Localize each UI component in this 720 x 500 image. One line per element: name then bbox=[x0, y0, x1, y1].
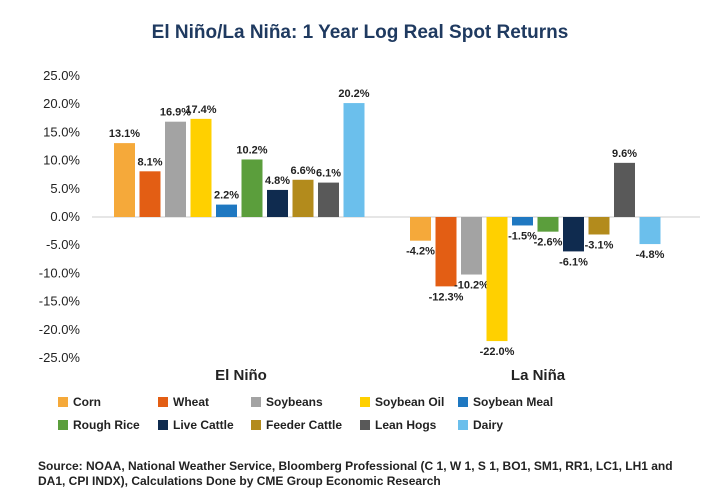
data-label: 10.2% bbox=[236, 144, 267, 156]
data-label: -3.1% bbox=[585, 239, 614, 251]
legend-swatch bbox=[58, 397, 68, 407]
legend-label: Soybean Oil bbox=[375, 395, 445, 409]
y-tick-label: 25.0% bbox=[43, 68, 80, 83]
y-tick-label: 5.0% bbox=[50, 181, 80, 196]
y-tick-label: 0.0% bbox=[50, 209, 80, 224]
bar-live-cattle bbox=[267, 189, 288, 217]
legend-swatch bbox=[158, 420, 168, 430]
legend-item: Corn bbox=[58, 395, 101, 409]
bar-live-cattle bbox=[563, 217, 584, 252]
y-tick-label: -10.0% bbox=[39, 265, 81, 280]
legend-label: Feeder Cattle bbox=[266, 418, 343, 432]
bar-corn bbox=[114, 143, 135, 217]
data-label: -12.3% bbox=[429, 291, 464, 303]
legend-swatch bbox=[251, 420, 261, 430]
data-label: 8.1% bbox=[137, 156, 162, 168]
data-label: 13.1% bbox=[109, 128, 140, 140]
bar-wheat bbox=[435, 217, 457, 287]
data-label: -10.2% bbox=[454, 280, 489, 292]
legend-label: Live Cattle bbox=[173, 418, 234, 432]
data-label: 6.1% bbox=[316, 168, 341, 180]
data-label: 17.4% bbox=[185, 104, 216, 116]
bar-chart: 25.0% 20.0% 15.0% 10.0% 5.0% 0.0% -5.0% -10.0% -… bbox=[39, 68, 700, 384]
legend-swatch bbox=[360, 397, 370, 407]
data-label: 6.6% bbox=[290, 165, 315, 177]
y-tick-label: -15.0% bbox=[39, 294, 81, 309]
bar-soybeans bbox=[461, 217, 482, 275]
legend-item: Rough Rice bbox=[58, 418, 140, 432]
x-category-label: El Niño bbox=[215, 367, 267, 384]
y-tick-label: 20.0% bbox=[43, 96, 80, 111]
chart-title: El Niño/La Niña: 1 Year Log Real Spot Re… bbox=[151, 22, 569, 43]
legend-swatch bbox=[158, 397, 168, 407]
data-label: -22.0% bbox=[480, 346, 515, 358]
legend-swatch bbox=[360, 420, 370, 430]
bar-wheat bbox=[139, 171, 161, 217]
y-tick-label: -20.0% bbox=[39, 322, 81, 337]
legend-item: Lean Hogs bbox=[360, 418, 436, 432]
bar-lean-hogs bbox=[614, 162, 635, 217]
legend-label: Rough Rice bbox=[73, 418, 140, 432]
bar-soybean-oil bbox=[190, 118, 212, 217]
legend-label: Soybean Meal bbox=[473, 395, 554, 409]
data-label: -4.8% bbox=[636, 249, 665, 261]
bar-feeder-cattle bbox=[588, 217, 610, 235]
legend-item: Soybean Oil bbox=[360, 395, 444, 409]
legend-item: Feeder Cattle bbox=[251, 418, 342, 432]
legend-item: Wheat bbox=[158, 395, 209, 409]
bar-dairy bbox=[343, 103, 365, 217]
data-label: -2.6% bbox=[534, 237, 563, 249]
data-label: 4.8% bbox=[265, 175, 290, 187]
legend-label: Dairy bbox=[473, 418, 504, 432]
legend-label: Soybeans bbox=[266, 395, 323, 409]
bar-soybeans bbox=[165, 121, 186, 217]
bar-lean-hogs bbox=[318, 182, 339, 217]
bar-rough-rice bbox=[537, 217, 559, 232]
legend-swatch bbox=[58, 420, 68, 430]
data-label: 2.2% bbox=[214, 190, 239, 202]
legend-item: Dairy bbox=[458, 418, 503, 432]
bar-soybean-meal bbox=[512, 217, 533, 226]
y-tick-label: -25.0% bbox=[39, 350, 81, 365]
legend-item: Live Cattle bbox=[158, 418, 234, 432]
legend-label: Lean Hogs bbox=[375, 418, 437, 432]
bar-soybean-meal bbox=[216, 204, 237, 217]
bar-soybean-oil bbox=[486, 217, 508, 342]
bar-feeder-cattle bbox=[292, 179, 314, 217]
legend-label: Corn bbox=[73, 395, 101, 409]
bar-corn bbox=[410, 217, 431, 241]
source-note: Source: NOAA, National Weather Service, … bbox=[38, 459, 673, 488]
bar-rough-rice bbox=[241, 159, 263, 217]
y-tick-label: 10.0% bbox=[43, 153, 80, 168]
legend-item: Soybean Meal bbox=[458, 395, 553, 409]
legend-swatch bbox=[458, 397, 468, 407]
data-label: -6.1% bbox=[559, 256, 588, 268]
data-label: 16.9% bbox=[160, 107, 191, 119]
legend-swatch bbox=[458, 420, 468, 430]
x-category-label: La Niña bbox=[511, 367, 566, 384]
y-tick-label: 15.0% bbox=[43, 124, 80, 139]
legend-swatch bbox=[251, 397, 261, 407]
data-label: 20.2% bbox=[338, 88, 369, 100]
data-label: -1.5% bbox=[508, 230, 537, 242]
legend-label: Wheat bbox=[173, 395, 209, 409]
bar-dairy bbox=[639, 217, 661, 245]
data-label: 9.6% bbox=[612, 148, 637, 160]
legend-item: Soybeans bbox=[251, 395, 323, 409]
data-label: -4.2% bbox=[406, 246, 435, 258]
y-tick-label: -5.0% bbox=[46, 237, 80, 252]
